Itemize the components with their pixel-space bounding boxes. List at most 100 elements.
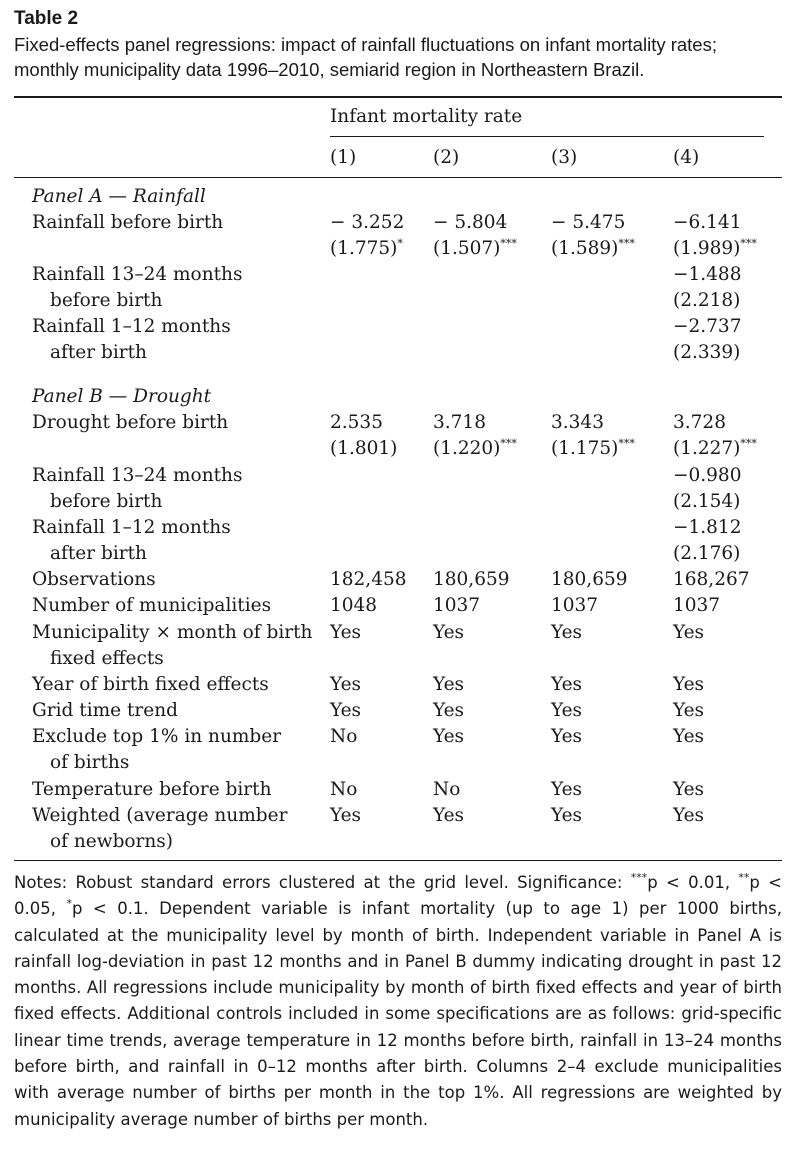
cell-value: No [330,726,358,747]
cell-value: Yes [433,805,465,826]
cell-coef: − 3.252 [330,212,405,233]
significance-stars: *** [618,437,635,450]
cell-value: Yes [673,622,705,643]
row-label-continuation: of newborns) [50,831,174,852]
cell-coef: −2.737 [673,316,742,337]
cell-value: Yes [433,622,465,643]
column-header-4: (4) [673,147,700,168]
row-label-temperature: Temperature before birth [32,779,272,800]
significance-stars: *** [740,237,757,250]
row-label-continuation: before birth [50,290,163,311]
row-label-weighted: Weighted (average number [32,805,288,826]
cell-coef: −6.141 [673,212,742,233]
row-label-municipalities: Number of municipalities [32,595,272,616]
cell-se: (1.801) [330,438,398,459]
row-label-rainfall-1-12-after: Rainfall 1–12 months [32,517,231,538]
cell-value: No [433,779,461,800]
row-label-continuation: before birth [50,491,163,512]
cell-value: Yes [330,622,362,643]
cell-value: Yes [433,726,465,747]
top-rule [14,96,782,98]
column-header-3: (3) [551,147,578,168]
row-label-continuation: of births [50,752,130,773]
row-label-drought-before-birth: Drought before birth [32,412,229,433]
cell-se: (1.589)*** [551,237,635,259]
cell-se: (2.176) [673,543,741,564]
group-header-rule [330,136,764,137]
cell-value: Yes [330,674,362,695]
significance-stars: *** [500,437,517,450]
cell-se: (1.989)*** [673,237,757,259]
cell-value: Yes [433,674,465,695]
row-label-rainfall-1-12-after: Rainfall 1–12 months [32,316,231,337]
cell-value: 182,458 [330,569,407,590]
cell-value: Yes [673,700,705,721]
cell-value: Yes [551,726,583,747]
cell-value: Yes [551,700,583,721]
table-caption: Fixed-effects panel regressions: impact … [14,34,717,80]
row-label-continuation: after birth [50,543,147,564]
row-label-grid-trend: Grid time trend [32,700,178,721]
significance-stars: * [397,237,403,250]
cell-se: (1.507)*** [433,237,517,259]
cell-value: Yes [330,700,362,721]
column-header-1: (1) [330,147,357,168]
column-header-2: (2) [433,147,460,168]
row-label-rainfall-13-24: Rainfall 13–24 months [32,465,243,486]
cell-value: Yes [673,726,705,747]
cell-value: Yes [673,779,705,800]
cell-value: 168,267 [673,569,750,590]
header-bottom-rule [14,177,782,178]
cell-coef: − 5.804 [433,212,508,233]
significance-stars: *** [618,237,635,250]
table-notes: Notes: Robust standard errors clustered … [14,871,782,1129]
panel-a-title: Panel A — Rainfall [32,186,206,207]
cell-value: Yes [551,779,583,800]
table-label: Table 2 [14,8,79,29]
cell-value: No [330,779,358,800]
significance-stars: *** [630,871,648,884]
cell-value: 180,659 [433,569,510,590]
row-label-continuation: after birth [50,342,147,363]
cell-value: 1048 [330,595,378,616]
row-label-municipality-month-fe: Municipality × month of birth [32,622,313,643]
significance-stars: * [66,897,72,911]
cell-se: (2.154) [673,491,741,512]
column-group-header: Infant mortality rate [330,106,523,127]
cell-se: (1.220)*** [433,437,517,459]
cell-value: Yes [673,805,705,826]
cell-coef: − 5.475 [551,212,626,233]
cell-se: (1.227)*** [673,437,757,459]
row-label-observations: Observations [32,569,156,590]
row-label-year-fe: Year of birth fixed effects [32,674,269,695]
cell-value: Yes [551,805,583,826]
cell-value: 180,659 [551,569,628,590]
cell-value: Yes [433,700,465,721]
cell-se: (2.339) [673,342,741,363]
cell-coef: 3.728 [673,412,726,433]
row-label-rainfall-before-birth: Rainfall before birth [32,212,224,233]
cell-value: Yes [673,674,705,695]
cell-coef: 3.718 [433,412,486,433]
cell-se: (1.775)* [330,237,403,259]
table-bottom-rule [14,860,782,861]
significance-stars: ** [738,871,750,884]
cell-coef: −1.488 [673,264,742,285]
cell-value: 1037 [673,595,721,616]
row-label-exclude-top: Exclude top 1% in number [32,726,282,747]
cell-value: Yes [551,622,583,643]
significance-stars: *** [740,437,757,450]
significance-stars: *** [500,237,517,250]
cell-value: Yes [551,674,583,695]
row-label-rainfall-13-24: Rainfall 13–24 months [32,264,243,285]
cell-se: (2.218) [673,290,741,311]
cell-coef: −1.812 [673,517,742,538]
table-title-block: Table 2 Fixed-effects panel regressions:… [14,6,784,82]
cell-coef: 2.535 [330,412,383,433]
cell-coef: −0.980 [673,465,742,486]
cell-value: 1037 [551,595,599,616]
cell-se: (1.175)*** [551,437,635,459]
panel-b-title: Panel B — Drought [32,386,212,407]
row-label-continuation: fixed effects [50,648,164,669]
